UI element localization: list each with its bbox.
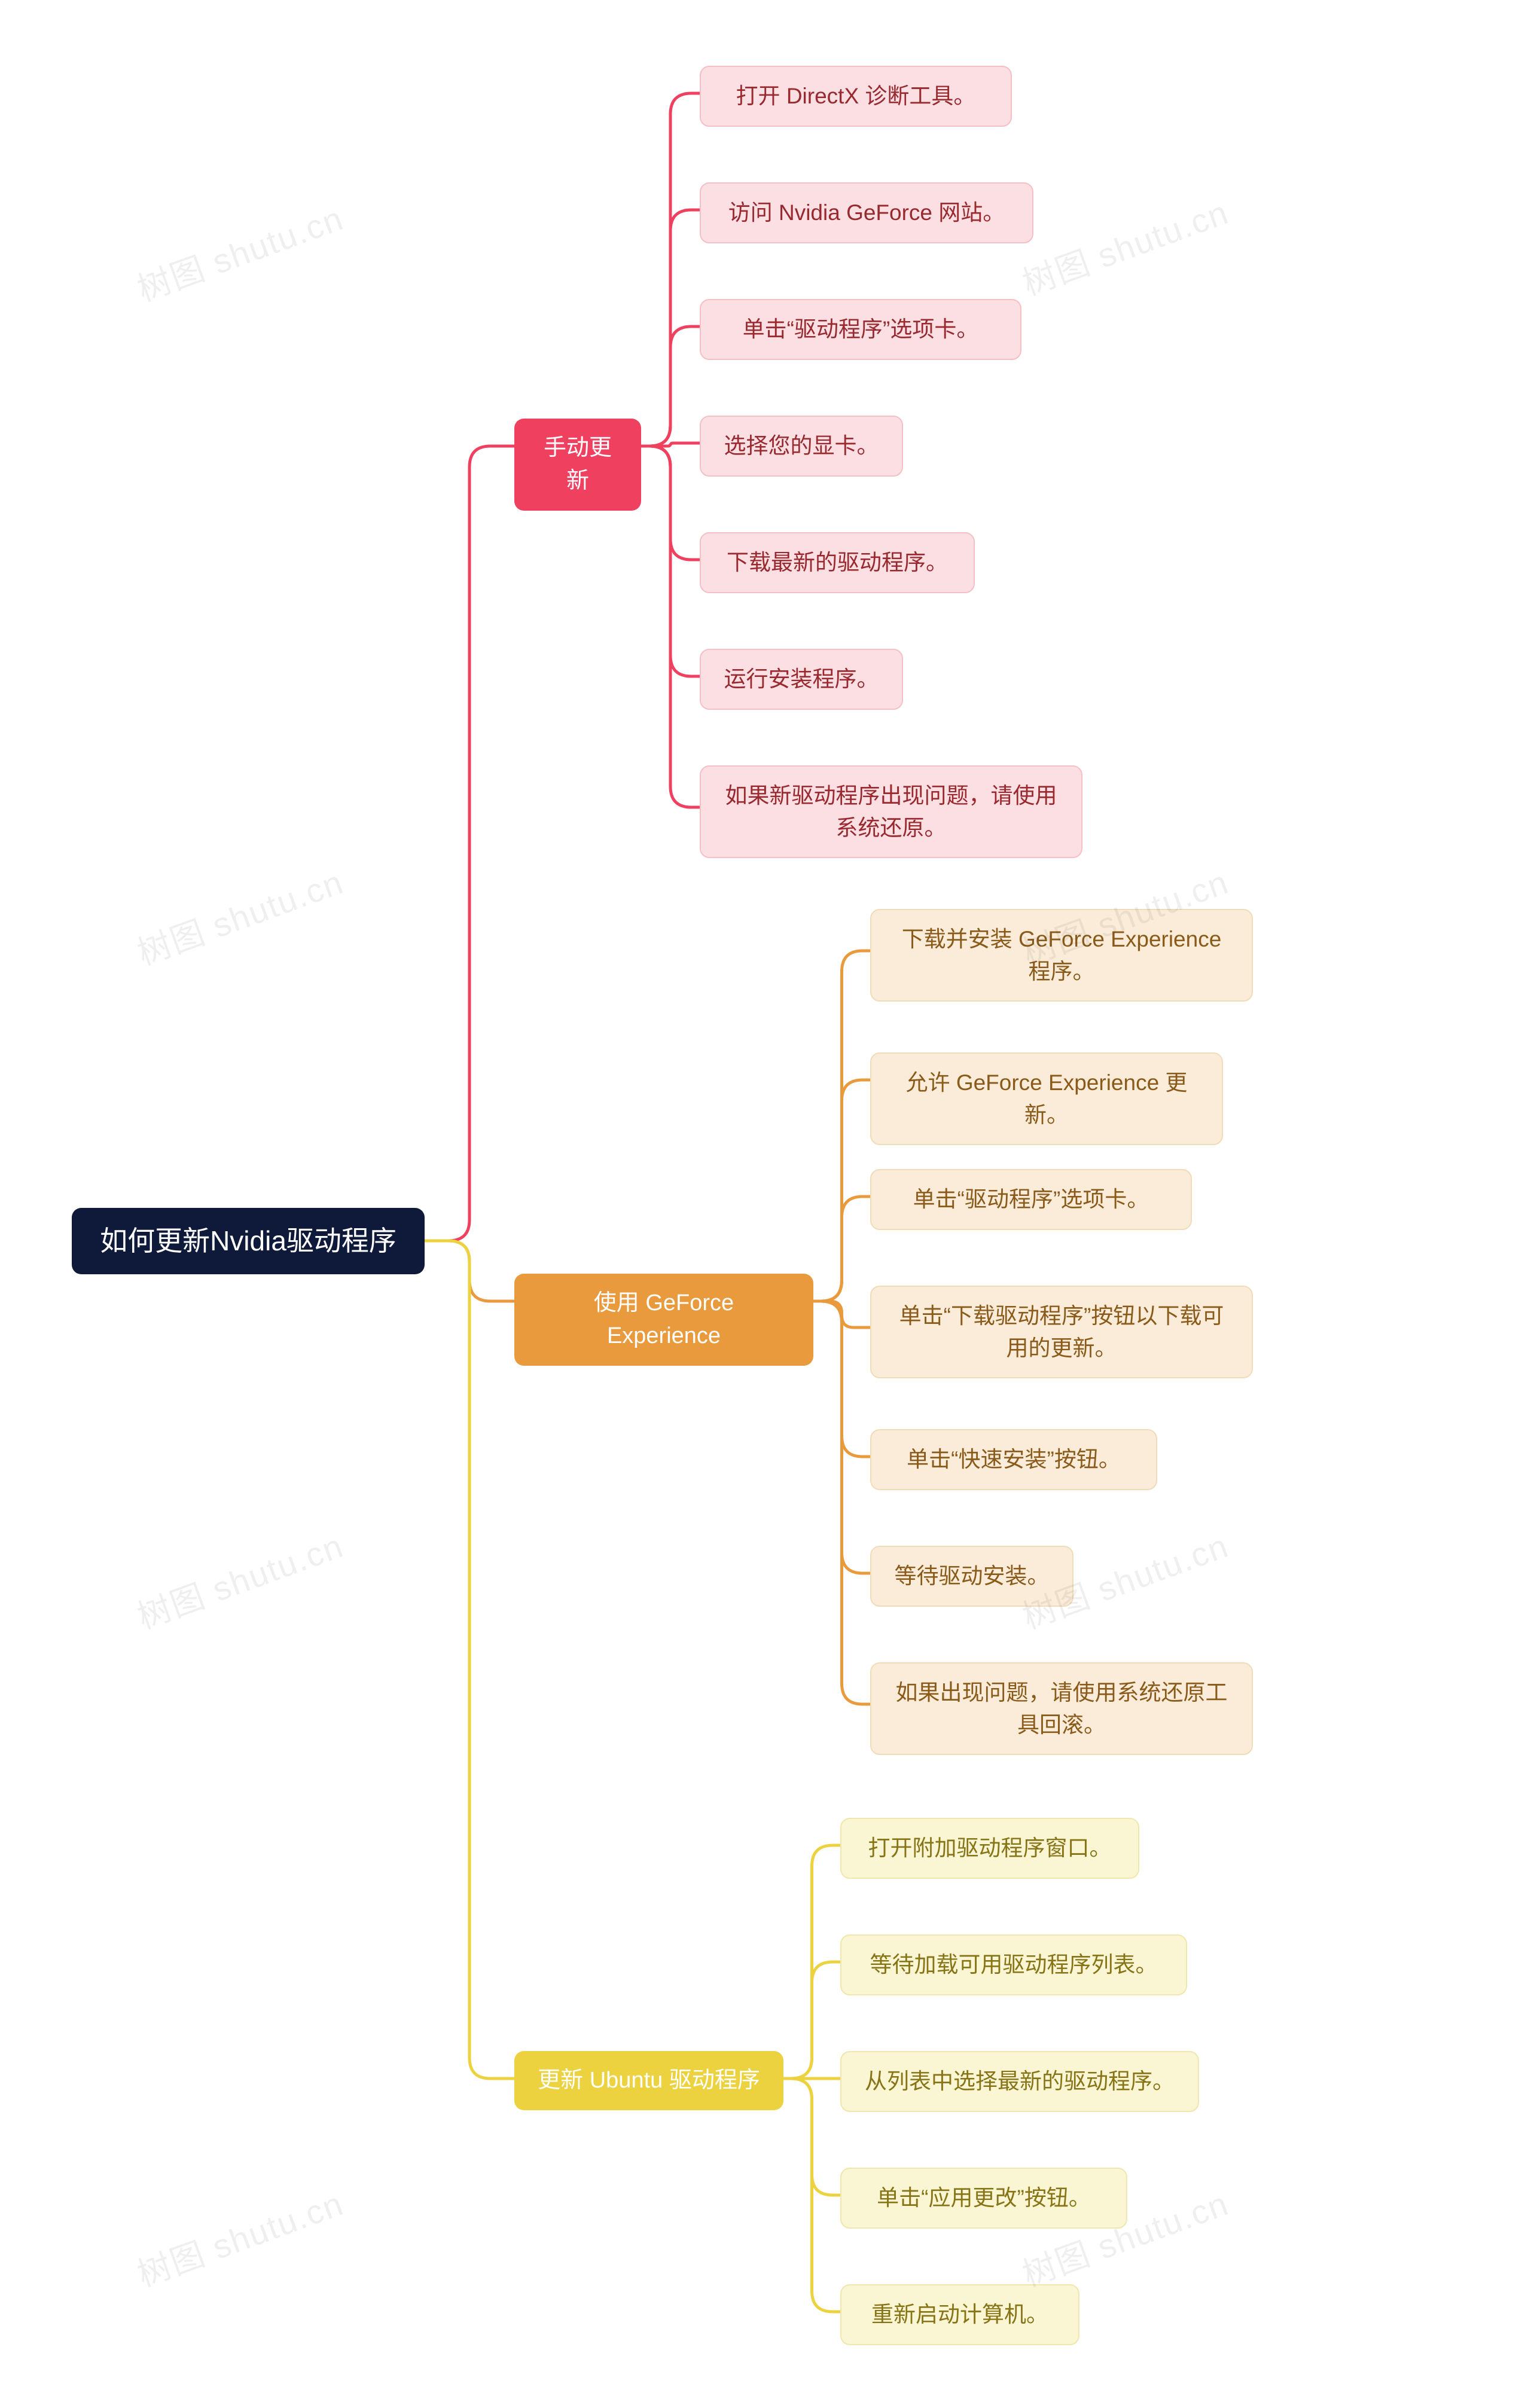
leaf-geforce-3-label: 单击“下载驱动程序”按钮以下载可用的更新。 [889, 1300, 1234, 1364]
branch-geforce[interactable]: 使用 GeForce Experience [514, 1274, 813, 1366]
leaf-ubuntu-3[interactable]: 单击“应用更改”按钮。 [840, 2168, 1127, 2229]
leaf-geforce-6-label: 如果出现问题，请使用系统还原工具回滚。 [889, 1677, 1234, 1741]
branch-geforce-label: 使用 GeForce Experience [535, 1287, 793, 1353]
root-node-label: 如何更新Nvidia驱动程序 [100, 1221, 397, 1261]
branch-manual[interactable]: 手动更新 [514, 419, 641, 511]
leaf-ubuntu-0-label: 打开附加驱动程序窗口。 [868, 1832, 1112, 1864]
leaf-manual-4[interactable]: 下载最新的驱动程序。 [700, 532, 975, 593]
watermark-4: 树图 shutu.cn [130, 1519, 349, 1639]
leaf-ubuntu-1-label: 等待加载可用驱动程序列表。 [870, 1949, 1158, 1981]
leaf-geforce-2-label: 单击“驱动程序”选项卡。 [913, 1183, 1149, 1216]
leaf-manual-3[interactable]: 选择您的显卡。 [700, 416, 903, 477]
leaf-manual-4-label: 下载最新的驱动程序。 [727, 547, 948, 579]
leaf-geforce-0[interactable]: 下载并安装 GeForce Experience 程序。 [870, 909, 1253, 1002]
branch-manual-label: 手动更新 [535, 432, 621, 498]
leaf-manual-1-label: 访问 Nvidia GeForce 网站。 [728, 197, 1005, 229]
leaf-geforce-0-label: 下载并安装 GeForce Experience 程序。 [889, 923, 1234, 987]
leaf-manual-2-label: 单击“驱动程序”选项卡。 [743, 313, 979, 346]
leaf-manual-0-label: 打开 DirectX 诊断工具。 [736, 80, 976, 112]
connectors-svg [0, 0, 1531, 2408]
leaf-ubuntu-2[interactable]: 从列表中选择最新的驱动程序。 [840, 2051, 1199, 2112]
branch-ubuntu-label: 更新 Ubuntu 驱动程序 [538, 2064, 760, 2097]
leaf-geforce-4[interactable]: 单击“快速安装”按钮。 [870, 1429, 1157, 1490]
leaf-ubuntu-2-label: 从列表中选择最新的驱动程序。 [865, 2065, 1175, 2098]
leaf-geforce-1[interactable]: 允许 GeForce Experience 更新。 [870, 1052, 1223, 1145]
leaf-geforce-3[interactable]: 单击“下载驱动程序”按钮以下载可用的更新。 [870, 1286, 1253, 1378]
leaf-ubuntu-0[interactable]: 打开附加驱动程序窗口。 [840, 1818, 1139, 1879]
leaf-geforce-6[interactable]: 如果出现问题，请使用系统还原工具回滚。 [870, 1662, 1253, 1755]
leaf-geforce-1-label: 允许 GeForce Experience 更新。 [889, 1067, 1204, 1131]
watermark-2: 树图 shutu.cn [130, 856, 349, 975]
leaf-manual-2[interactable]: 单击“驱动程序”选项卡。 [700, 299, 1021, 360]
leaf-geforce-2[interactable]: 单击“驱动程序”选项卡。 [870, 1169, 1192, 1230]
leaf-manual-1[interactable]: 访问 Nvidia GeForce 网站。 [700, 182, 1033, 243]
branch-ubuntu[interactable]: 更新 Ubuntu 驱动程序 [514, 2051, 783, 2110]
watermark-0: 树图 shutu.cn [130, 192, 349, 312]
leaf-manual-3-label: 选择您的显卡。 [724, 430, 879, 462]
leaf-manual-6[interactable]: 如果新驱动程序出现问题，请使用系统还原。 [700, 765, 1082, 858]
watermark-1: 树图 shutu.cn [1015, 186, 1234, 306]
leaf-manual-5[interactable]: 运行安装程序。 [700, 649, 903, 710]
leaf-ubuntu-4[interactable]: 重新启动计算机。 [840, 2284, 1079, 2345]
leaf-ubuntu-1[interactable]: 等待加载可用驱动程序列表。 [840, 1934, 1187, 1995]
root-node[interactable]: 如何更新Nvidia驱动程序 [72, 1208, 425, 1274]
leaf-manual-0[interactable]: 打开 DirectX 诊断工具。 [700, 66, 1012, 127]
leaf-geforce-4-label: 单击“快速安装”按钮。 [907, 1443, 1121, 1476]
leaf-manual-6-label: 如果新驱动程序出现问题，请使用系统还原。 [719, 780, 1063, 844]
watermark-6: 树图 shutu.cn [130, 2177, 349, 2297]
leaf-geforce-5[interactable]: 等待驱动安装。 [870, 1546, 1073, 1607]
leaf-manual-5-label: 运行安装程序。 [724, 663, 879, 695]
leaf-ubuntu-3-label: 单击“应用更改”按钮。 [877, 2182, 1091, 2214]
leaf-geforce-5-label: 等待驱动安装。 [895, 1560, 1050, 1592]
leaf-ubuntu-4-label: 重新启动计算机。 [871, 2299, 1048, 2331]
